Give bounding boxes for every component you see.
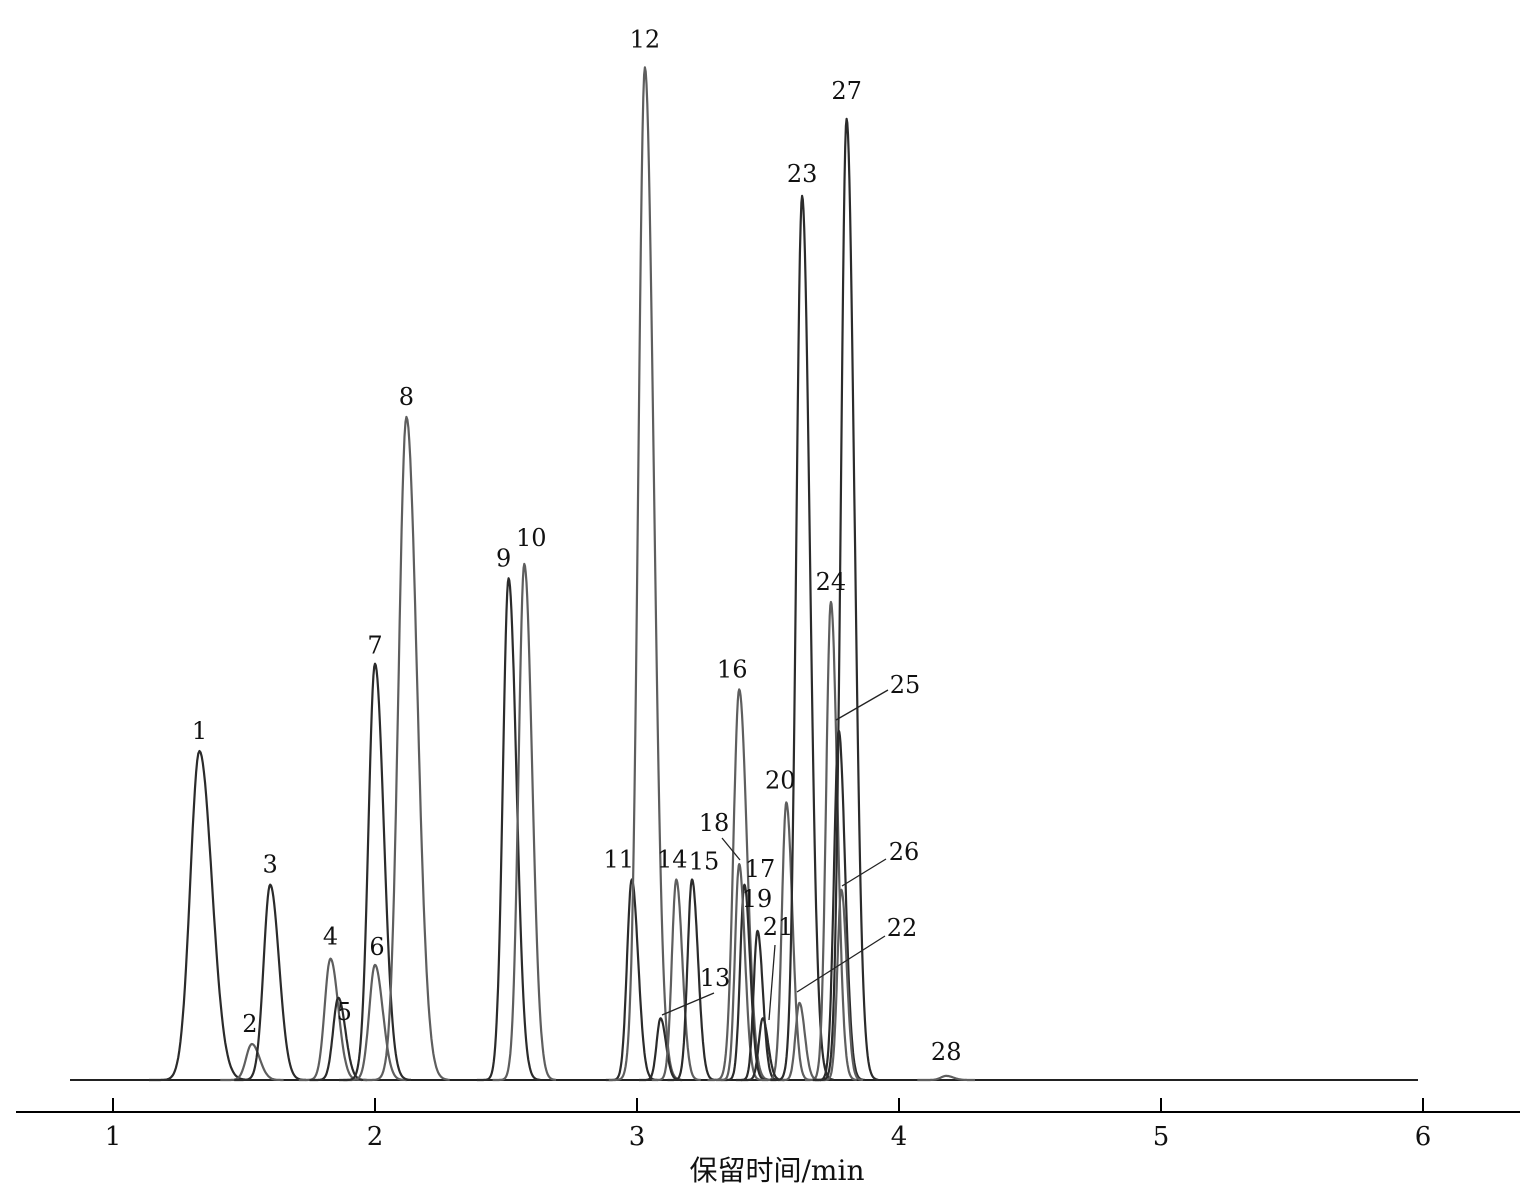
x-axis-ticks: 1 2 3 4 5 6: [105, 1098, 1432, 1152]
peak-label-13: 13: [700, 964, 731, 992]
x-tick-label-4: 4: [891, 1122, 908, 1152]
peak-4: [298, 957, 363, 1082]
peak-label-28: 28: [931, 1038, 962, 1066]
peak-label-10: 10: [516, 524, 547, 552]
peak-label-18: 18: [699, 809, 730, 837]
leader-line-13: [661, 992, 715, 1016]
peak-17: [720, 883, 769, 1082]
x-axis-title: 保留时间/min: [690, 1154, 865, 1187]
peak-label-19: 19: [742, 885, 773, 913]
peak-9: [476, 577, 541, 1082]
peak-20: [761, 801, 812, 1082]
leader-line-21: [768, 944, 776, 1021]
leader-line-25: [835, 689, 889, 721]
x-tick-label-5: 5: [1153, 1122, 1170, 1152]
peak-6: [342, 963, 408, 1082]
peak-label-17: 17: [745, 855, 776, 883]
peak-label-20: 20: [765, 766, 796, 794]
peak-label-26: 26: [889, 838, 920, 866]
peak-label-8: 8: [399, 383, 414, 411]
peak-label-16: 16: [717, 655, 748, 683]
peak-15: [666, 878, 718, 1082]
peak-2: [219, 1042, 284, 1082]
peaks-layer: [149, 66, 976, 1082]
peak-28: [916, 1074, 976, 1082]
peak-label-23: 23: [787, 160, 818, 188]
peak-7: [338, 662, 412, 1082]
peak-3: [233, 883, 307, 1082]
peak-label-12: 12: [630, 25, 661, 53]
peak-label-5: 5: [337, 998, 352, 1026]
peak-13: [638, 1017, 683, 1082]
peak-label-24: 24: [816, 568, 847, 596]
peak-label-15: 15: [689, 848, 720, 876]
peak-10: [492, 562, 557, 1082]
x-tick-label-2: 2: [367, 1122, 384, 1152]
peak-label-4: 4: [323, 923, 338, 951]
peak-label-2: 2: [242, 1010, 257, 1038]
peak-1: [149, 749, 250, 1082]
peak-14: [651, 878, 702, 1082]
peak-23: [769, 194, 835, 1082]
peak-label-14: 14: [657, 846, 688, 874]
peak-label-3: 3: [263, 851, 278, 879]
peak-26: [819, 888, 864, 1082]
leader-line-26: [841, 858, 887, 887]
peak-label-25: 25: [890, 671, 921, 699]
leader-line-22: [796, 935, 886, 993]
leader-line-18: [721, 837, 741, 861]
peak-label-1: 1: [192, 717, 207, 745]
peak-12: [608, 66, 682, 1082]
x-tick-label-1: 1: [105, 1122, 122, 1152]
peak-21: [740, 1017, 786, 1082]
peak-label-27: 27: [831, 77, 862, 105]
peak-label-6: 6: [369, 933, 384, 961]
peak-8: [363, 415, 450, 1082]
leader-lines-layer: [661, 689, 889, 1021]
peak-label-11: 11: [604, 846, 635, 874]
x-tick-label-3: 3: [629, 1122, 646, 1152]
peak-label-22: 22: [887, 914, 918, 942]
peak-label-21: 21: [763, 913, 794, 941]
peak-label-7: 7: [367, 632, 382, 660]
peak-27: [814, 117, 879, 1082]
peak-label-9: 9: [496, 544, 511, 572]
x-tick-label-6: 6: [1415, 1122, 1432, 1152]
